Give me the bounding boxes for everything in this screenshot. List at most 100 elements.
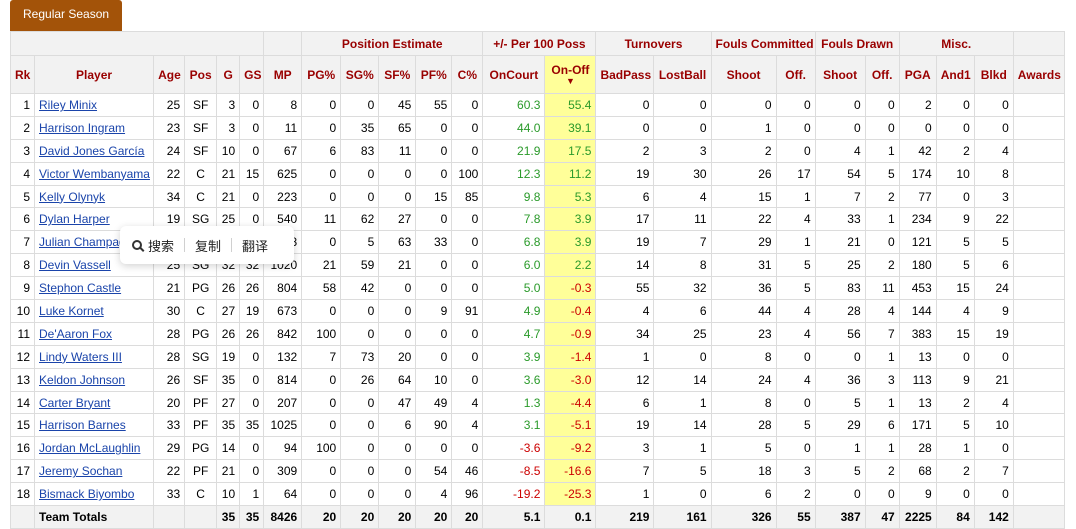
cell-on-off: 39.1 (544, 115, 597, 140)
cell-on-off: -0.9 (544, 321, 597, 346)
cell-gs: 15 (239, 161, 265, 186)
column-header-off[interactable]: Off. (775, 55, 816, 94)
cell-sg: 0 (340, 184, 380, 209)
column-header-sg[interactable]: SG% (340, 55, 380, 94)
player-link[interactable]: Bismack Biyombo (39, 487, 135, 502)
total-sg: 20 (340, 505, 380, 529)
player-link[interactable]: Jordan McLaughlin (39, 441, 141, 456)
cell-gs: 1 (239, 482, 265, 507)
player-link[interactable]: Keldon Johnson (39, 372, 126, 387)
column-header-shoot[interactable]: Shoot (710, 55, 777, 94)
cell-sf: 0 (378, 299, 417, 323)
cell-sf: 47 (378, 390, 417, 415)
sort-desc-icon: ▼ (565, 76, 575, 86)
table-row: 9 Stephon Castle 21 PG 26 26 804 58 42 0 0 0 5.0 -0.3… (9, 276, 1066, 301)
player-link[interactable]: David Jones García (39, 143, 145, 158)
cell-off-2: 2 (864, 184, 900, 209)
total-g: 35 (216, 505, 241, 529)
cell-sg: 59 (340, 253, 380, 278)
column-header-sf[interactable]: SF% (378, 55, 417, 94)
column-header-pos[interactable]: Pos (184, 55, 218, 94)
player-link[interactable]: Harrison Ingram (39, 120, 126, 135)
cell-age: 24 (153, 138, 186, 163)
popup-translate-button[interactable]: 翻译 (242, 238, 269, 254)
column-header-pf[interactable]: PF% (415, 55, 453, 94)
cell-gs: 26 (239, 321, 265, 346)
tab-regular-season[interactable]: Regular Season (10, 0, 123, 31)
player-link[interactable]: Julian Champagnie (39, 235, 142, 250)
cell-pos: SF (184, 367, 218, 392)
player-link[interactable]: Victor Wembanyama (39, 166, 150, 181)
header-group-fouls-drawn: Fouls Drawn (814, 31, 900, 56)
column-header-badpass[interactable]: BadPass (595, 55, 655, 94)
column-header-shoot[interactable]: Shoot (814, 55, 866, 94)
player-link[interactable]: Lindy Waters III (39, 349, 122, 364)
cell-on-off: 55.4 (544, 93, 597, 117)
popup-search-button[interactable]: 搜索 (132, 236, 174, 255)
cell-shoot-2: 29 (814, 413, 866, 438)
column-header-mp[interactable]: MP (263, 55, 303, 94)
column-header-awards[interactable]: Awards (1012, 55, 1066, 94)
column-header-label: SF% (384, 67, 411, 82)
cell-awards (1012, 413, 1066, 438)
cell-pos: SG (184, 344, 218, 369)
cell-awards (1012, 482, 1066, 507)
search-icon (132, 240, 142, 250)
cell-sf: 63 (378, 230, 417, 255)
cell-shoot-2: 7 (814, 184, 866, 209)
player-link[interactable]: Riley Minix (39, 97, 98, 112)
cell-player: Jeremy Sochan (34, 459, 155, 484)
cell-oncourt: 21.9 (482, 138, 546, 163)
column-header-player[interactable]: Player (34, 55, 155, 94)
cell-rk: 12 (9, 344, 36, 369)
cell-pga: 77 (898, 184, 937, 209)
cell-badpass: 19 (595, 230, 655, 255)
column-header-label: C% (457, 67, 477, 82)
column-header-on-off[interactable]: On-Off ▼ (544, 55, 597, 94)
cell-player: Jordan McLaughlin (34, 436, 155, 461)
cell-and1: 0 (935, 115, 975, 140)
player-link[interactable]: De'Aaron Fox (39, 326, 113, 341)
cell-sf: 0 (378, 436, 417, 461)
column-header-pga[interactable]: PGA (898, 55, 937, 94)
cell-sf: 0 (378, 321, 417, 346)
cell-oncourt: 3.9 (482, 344, 546, 369)
column-header-age[interactable]: Age (153, 55, 186, 94)
cell-blkd: 4 (973, 390, 1014, 415)
column-header-g[interactable]: G (216, 55, 241, 94)
column-header-off[interactable]: Off. (864, 55, 900, 94)
cell-pga: 121 (898, 230, 937, 255)
player-link[interactable]: Harrison Barnes (39, 418, 126, 433)
tab-bar: Regular Season (10, 0, 123, 31)
cell-off: 1 (775, 230, 816, 255)
popup-copy-button[interactable]: 复制 (195, 238, 222, 254)
column-header-rk[interactable]: Rk (9, 55, 36, 94)
player-link[interactable]: Carter Bryant (39, 395, 111, 410)
column-header-lostball[interactable]: LostBall (653, 55, 712, 94)
player-link[interactable]: Stephon Castle (39, 281, 122, 296)
column-header-c[interactable]: C% (451, 55, 484, 94)
cell-player: Kelly Olynyk (34, 184, 155, 209)
cell-pos: C (184, 482, 218, 507)
player-link[interactable]: Dylan Harper (39, 212, 110, 227)
cell-sg: 0 (340, 459, 380, 484)
cell-off: 4 (775, 207, 816, 232)
cell-badpass: 0 (595, 93, 655, 117)
cell-blkd: 9 (973, 299, 1014, 323)
total-sf: 20 (378, 505, 417, 529)
cell-c: 0 (451, 138, 484, 163)
total-off: 47 (864, 505, 900, 529)
player-link[interactable]: Kelly Olynyk (39, 189, 106, 204)
cell-shoot-2: 21 (814, 230, 866, 255)
column-header-blkd[interactable]: Blkd (973, 55, 1014, 94)
column-header-oncourt[interactable]: OnCourt (482, 55, 546, 94)
column-header-gs[interactable]: GS (239, 55, 265, 94)
player-link[interactable]: Jeremy Sochan (39, 464, 123, 479)
player-link[interactable]: Devin Vassell (39, 258, 111, 273)
cell-awards (1012, 115, 1066, 140)
cell-shoot: 0 (710, 93, 777, 117)
column-header-and1[interactable]: And1 (935, 55, 975, 94)
player-link[interactable]: Luke Kornet (39, 303, 104, 318)
cell-off-2: 2 (864, 253, 900, 278)
column-header-pg[interactable]: PG% (301, 55, 342, 94)
